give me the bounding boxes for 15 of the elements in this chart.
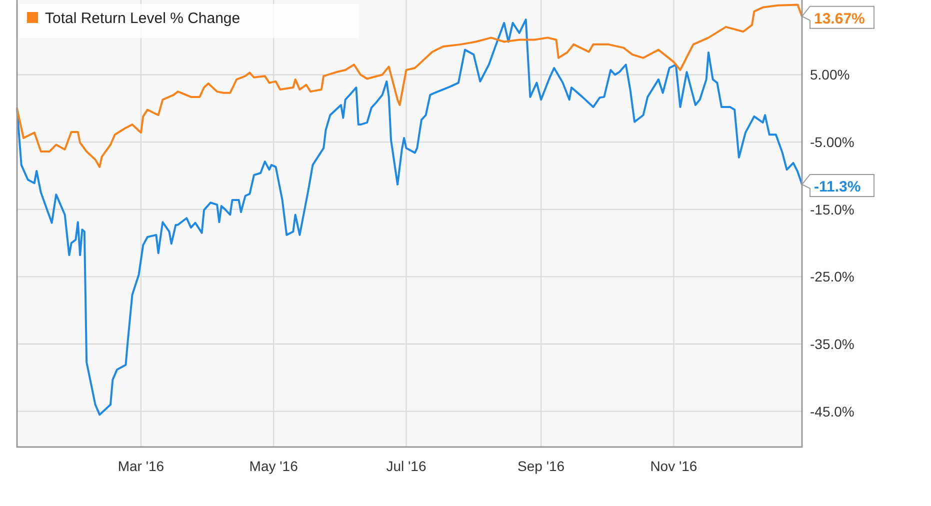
- y-tick-label: -35.0%: [810, 336, 854, 352]
- line-series: [16, 4, 803, 168]
- x-tick-label: Mar '16: [118, 458, 164, 474]
- annotation: 13.67%: [814, 10, 865, 28]
- x-tick-label: Nov '16: [650, 458, 698, 474]
- y-tick-label: -25.0%: [810, 268, 854, 285]
- x-tick-label: Sep '16: [518, 458, 565, 474]
- legend-label: Total Return Level % Change: [45, 10, 240, 27]
- annotation: -11.3%: [814, 178, 861, 196]
- y-tick-label: 5.00%: [810, 66, 850, 83]
- y-tick-label: -5.00%: [810, 134, 854, 150]
- y-tick-label: -45.0%: [810, 403, 854, 420]
- y-tick-label: -15.0%: [810, 201, 854, 218]
- x-tick-label: May '16: [249, 458, 298, 474]
- x-tick-label: Jul '16: [386, 458, 426, 474]
